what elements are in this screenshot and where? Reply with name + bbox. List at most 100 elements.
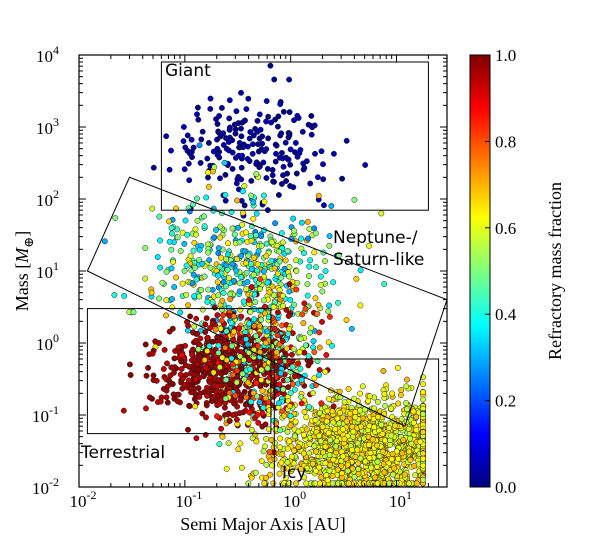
- data-point: [392, 422, 398, 429]
- data-point: [201, 223, 208, 230]
- data-point: [216, 364, 223, 371]
- data-point: [194, 195, 200, 202]
- data-point: [202, 369, 209, 376]
- data-point: [306, 273, 312, 279]
- data-point: [225, 240, 231, 247]
- data-point: [185, 363, 192, 370]
- data-point: [192, 376, 199, 383]
- data-point: [355, 470, 362, 477]
- data-point: [196, 246, 203, 253]
- data-point: [355, 460, 362, 467]
- data-point: [201, 213, 207, 220]
- data-point: [193, 435, 200, 442]
- data-point: [280, 466, 287, 472]
- data-point: [258, 458, 265, 465]
- data-point: [202, 321, 209, 328]
- data-point: [286, 273, 293, 280]
- data-point: [191, 323, 198, 330]
- data-point: [142, 275, 149, 282]
- data-point: [195, 366, 202, 373]
- data-point: [126, 361, 133, 368]
- data-point: [386, 425, 393, 432]
- data-point: [268, 436, 275, 443]
- data-point: [287, 412, 294, 419]
- data-point: [305, 362, 312, 369]
- data-point: [159, 279, 166, 286]
- data-point: [165, 218, 172, 225]
- data-point: [194, 361, 201, 368]
- region-label: Neptune-/Saturn-like: [333, 228, 424, 270]
- data-point: [293, 170, 300, 177]
- data-point: [261, 480, 268, 487]
- data-point: [221, 159, 228, 166]
- data-point: [238, 252, 245, 259]
- data-point: [160, 366, 167, 372]
- data-point: [296, 349, 303, 356]
- x-tick-label: 10-2: [70, 488, 97, 511]
- data-point: [297, 335, 304, 342]
- data-point: [198, 287, 205, 293]
- data-point: [236, 288, 243, 295]
- data-point: [265, 399, 272, 406]
- data-point: [420, 429, 426, 436]
- data-point: [241, 117, 248, 124]
- data-point: [237, 397, 244, 404]
- data-point: [223, 357, 230, 364]
- data-point: [301, 408, 308, 415]
- data-point: [272, 158, 279, 165]
- data-point: [272, 326, 278, 333]
- data-point: [149, 205, 156, 212]
- data-point: [258, 233, 265, 240]
- data-point: [420, 455, 426, 462]
- data-point: [410, 419, 417, 426]
- data-point: [196, 293, 203, 300]
- data-point: [229, 371, 236, 378]
- data-point: [254, 261, 261, 268]
- data-point: [379, 448, 386, 455]
- data-point: [388, 456, 395, 463]
- data-point: [217, 175, 223, 182]
- data-point: [233, 379, 240, 386]
- data-point: [247, 233, 254, 239]
- data-point: [181, 268, 188, 274]
- data-point: [161, 346, 168, 353]
- data-point: [185, 302, 192, 309]
- data-point: [287, 296, 294, 303]
- data-point: [204, 298, 211, 305]
- data-point: [181, 166, 188, 173]
- data-point: [330, 419, 337, 426]
- data-point: [173, 274, 180, 281]
- data-point: [276, 258, 283, 265]
- data-point: [253, 232, 259, 239]
- data-point: [262, 339, 269, 346]
- data-point: [169, 296, 175, 302]
- data-point: [269, 166, 276, 173]
- data-point: [308, 112, 315, 119]
- data-point: [203, 194, 210, 201]
- data-point: [382, 402, 389, 409]
- data-point: [262, 395, 269, 402]
- data-point: [199, 260, 206, 267]
- data-point: [168, 147, 174, 154]
- data-point: [189, 280, 196, 287]
- data-point: [316, 372, 323, 378]
- data-point: [306, 404, 313, 411]
- data-point: [314, 358, 321, 365]
- data-point: [234, 197, 241, 204]
- data-point: [143, 372, 150, 379]
- data-point: [233, 416, 240, 423]
- data-point: [413, 414, 420, 420]
- data-point: [211, 304, 218, 311]
- data-point: [238, 274, 244, 281]
- y-tick-label: 10-2: [32, 475, 59, 498]
- data-point: [233, 180, 240, 187]
- data-point: [326, 313, 333, 320]
- data-point: [314, 174, 321, 181]
- data-point: [326, 242, 333, 249]
- data-point: [286, 288, 293, 295]
- data-point: [323, 472, 330, 479]
- data-point: [410, 408, 417, 415]
- data-point: [308, 325, 315, 331]
- data-point: [357, 390, 364, 397]
- data-point: [194, 104, 201, 111]
